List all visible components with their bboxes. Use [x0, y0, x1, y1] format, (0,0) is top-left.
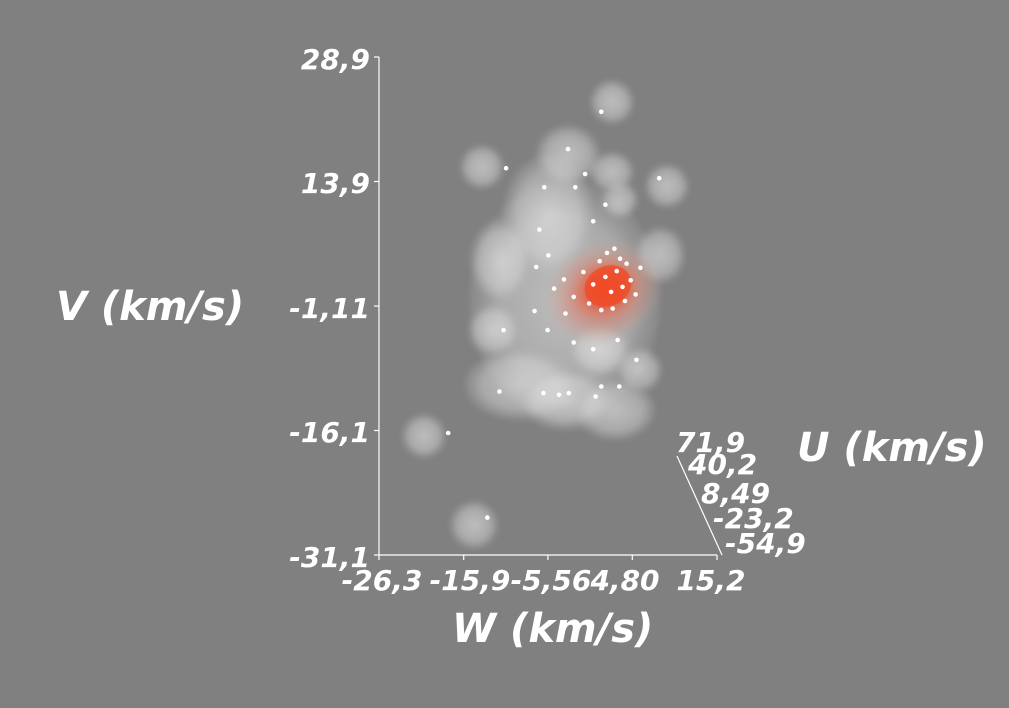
data-point [599, 307, 604, 313]
data-point [656, 175, 662, 181]
data-point [590, 282, 596, 287]
density-surfaces [402, 80, 689, 549]
density-core [542, 238, 664, 346]
data-point [445, 430, 451, 436]
outlier-surfaces [402, 80, 689, 549]
data-point [624, 261, 629, 267]
u-axis-title: U (km/s) [797, 425, 987, 471]
data-point [593, 394, 598, 399]
data-point [603, 202, 608, 207]
w-axis-title: W (km/s) [452, 606, 653, 652]
u-tick-label: 71,9 [676, 426, 745, 459]
u-tick-label: -23,2 [713, 502, 794, 535]
data-point [533, 264, 539, 270]
data-point [622, 298, 628, 304]
axis-titles: V (km/s) W (km/s) U (km/s) [56, 284, 987, 652]
data-point [541, 390, 546, 396]
v-tick-label: 13,9 [301, 167, 370, 200]
data-point [485, 515, 490, 520]
data-point [556, 392, 562, 398]
data-point [503, 165, 509, 171]
data-point [617, 256, 623, 262]
v-tick-label: -16,1 [289, 416, 370, 449]
data-point [545, 327, 550, 333]
data-point [633, 292, 638, 297]
data-point [634, 357, 639, 363]
data-point [582, 171, 588, 177]
data-point [603, 274, 608, 280]
v-tick-label: -31,1 [289, 541, 370, 574]
w-tick-label: 15,2 [676, 564, 745, 597]
data-point [597, 258, 602, 264]
w-tick-label: 4,80 [589, 564, 659, 597]
data-point [620, 284, 625, 290]
w-tick-label: -26,3 [342, 564, 423, 597]
data-point [497, 389, 502, 394]
v-axis-title: V (km/s) [56, 284, 244, 330]
data-point [566, 390, 572, 396]
data-point [599, 384, 604, 389]
data-point [638, 265, 643, 271]
axes [374, 56, 723, 560]
data-point [571, 294, 576, 300]
u-tick-label: 40,2 [687, 448, 757, 481]
data-point [571, 340, 576, 345]
w-axis-ticks [378, 555, 718, 560]
v-tick-label: 28,9 [301, 43, 370, 76]
data-point [551, 286, 557, 291]
v-tick-label: -1,11 [289, 292, 370, 325]
data-point [532, 308, 537, 314]
v-axis-tick-labels: 28,9 13,9 -1,11 -16,1 -31,1 [289, 43, 370, 574]
data-point [581, 269, 586, 275]
u-axis-line [676, 455, 723, 556]
data-point [565, 146, 571, 152]
data-point [617, 384, 622, 389]
u-tick-label: -54,9 [725, 527, 806, 560]
u-axis-tick-labels: 71,9 40,2 8,49 -23,2 -54,9 [676, 426, 806, 560]
data-point [604, 250, 610, 256]
data-point [542, 185, 547, 190]
w-tick-label: -5,56 [511, 564, 592, 597]
data-point [610, 306, 615, 311]
data-point [563, 311, 568, 316]
v-axis-ticks [374, 56, 379, 556]
data-point [590, 219, 596, 224]
u-tick-label: 8,49 [701, 477, 770, 510]
data-point [573, 185, 578, 190]
data-point [561, 277, 567, 282]
data-point [608, 289, 614, 295]
data-point [590, 346, 596, 352]
data-point [614, 268, 620, 274]
data-point [615, 337, 620, 343]
data-point [628, 278, 633, 283]
data-points [445, 109, 662, 520]
data-point [501, 327, 506, 333]
data-point [546, 253, 551, 258]
data-point [612, 246, 617, 251]
data-point [537, 227, 542, 232]
data-point [599, 109, 604, 115]
data-point [586, 301, 592, 306]
w-tick-label: -15,9 [430, 564, 511, 597]
w-axis-tick-labels: -26,3 -15,9 -5,56 4,80 15,2 [342, 564, 746, 597]
